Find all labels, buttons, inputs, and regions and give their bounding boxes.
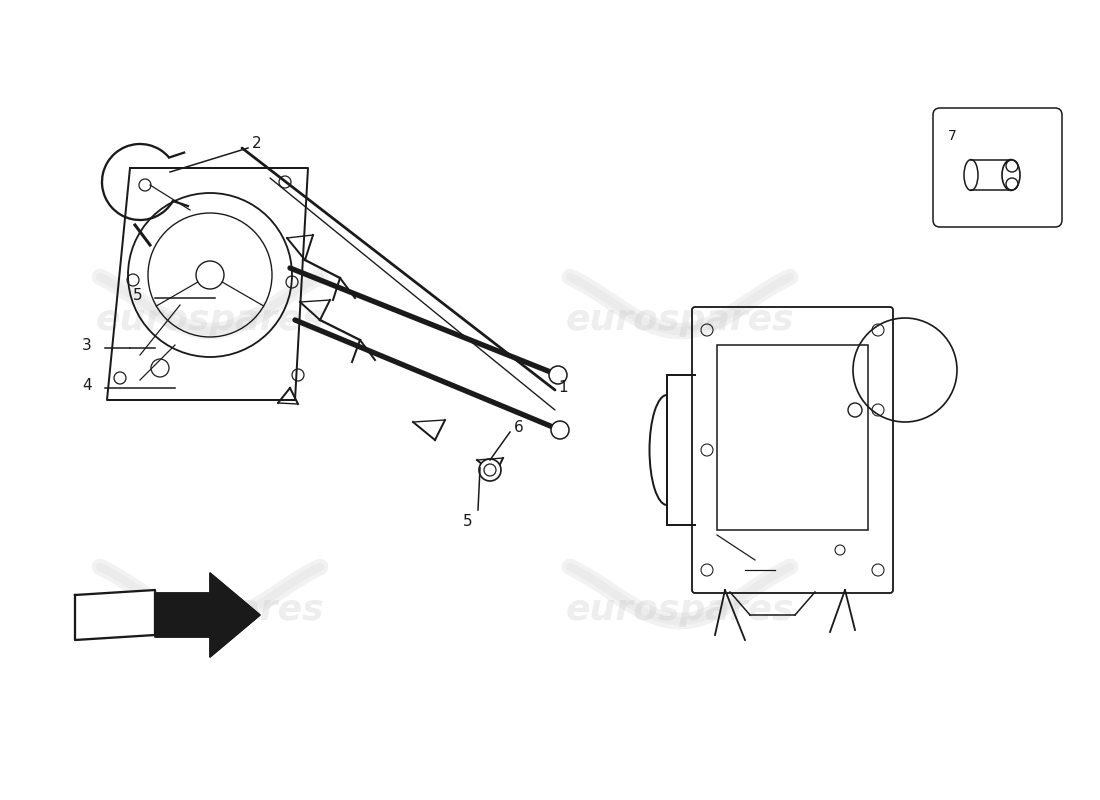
Text: eurospares: eurospares [565,303,794,337]
Text: 7: 7 [948,129,957,143]
Circle shape [549,366,566,384]
Text: 2: 2 [252,137,262,151]
Text: eurospares: eurospares [96,303,324,337]
Ellipse shape [1002,160,1020,190]
Text: 4: 4 [82,378,91,393]
Bar [717,345,868,530]
Text: eurospares: eurospares [565,593,794,627]
Text: 5: 5 [463,514,473,530]
Text: eurospares: eurospares [96,593,324,627]
Text: 6: 6 [514,421,524,435]
Polygon shape [155,573,260,657]
Polygon shape [75,590,155,640]
Text: 3: 3 [82,338,91,353]
Text: 5: 5 [133,287,143,302]
Circle shape [551,421,569,439]
Text: 1: 1 [558,381,568,395]
Circle shape [478,459,500,481]
